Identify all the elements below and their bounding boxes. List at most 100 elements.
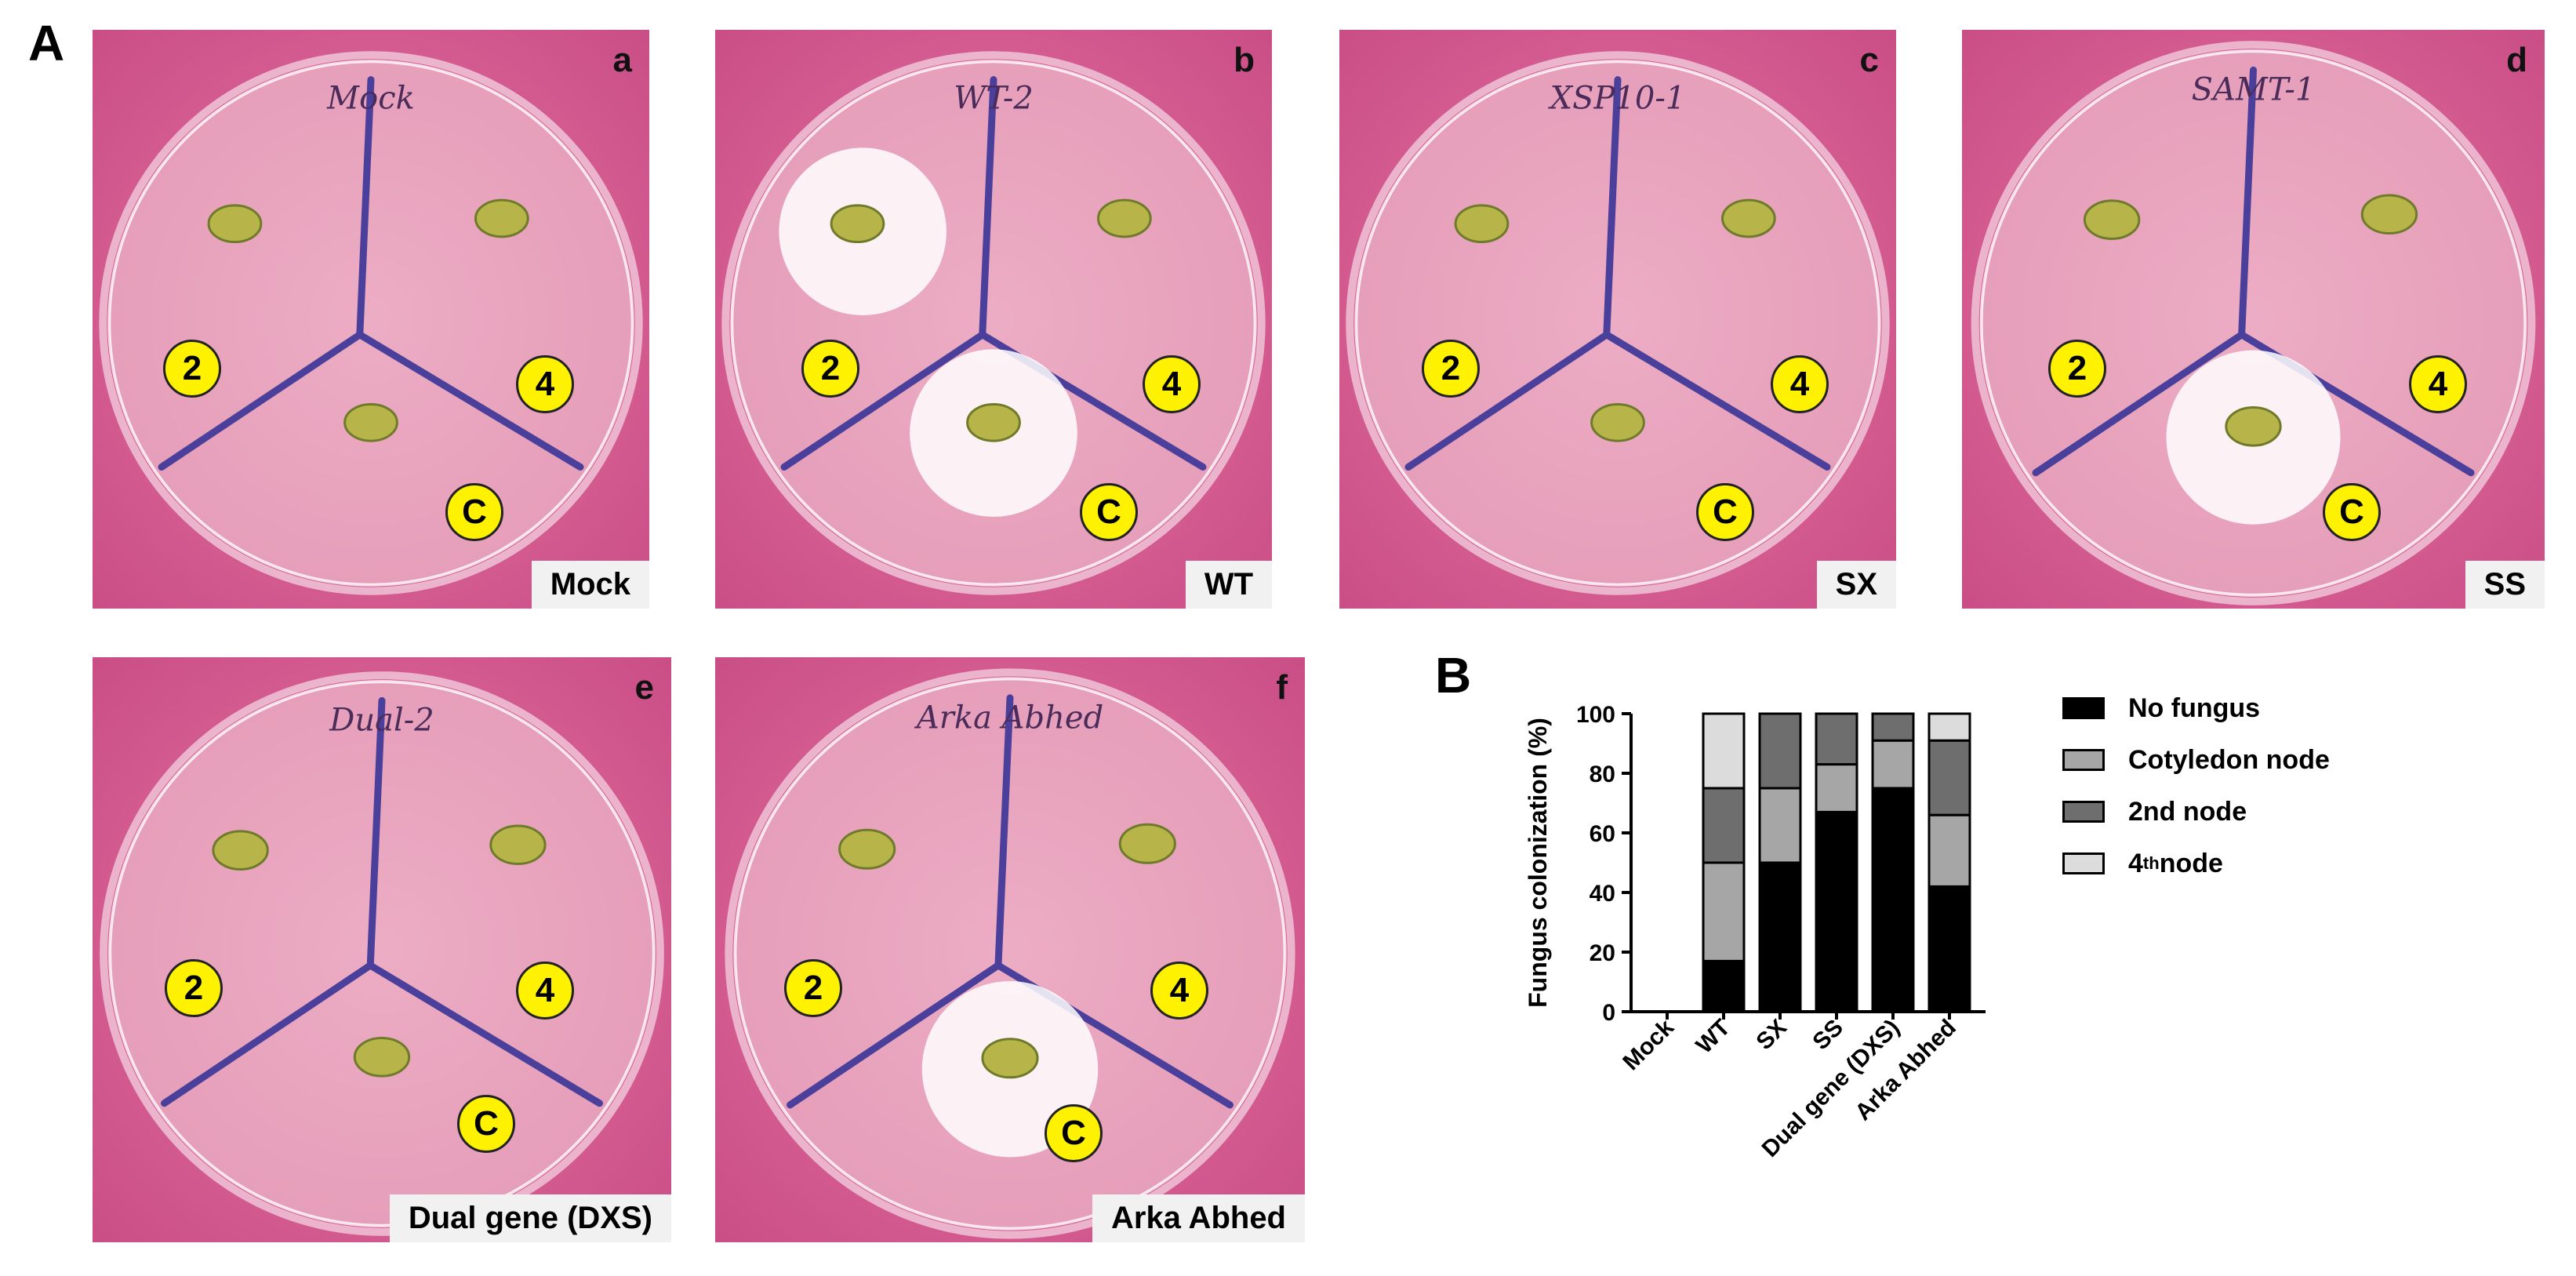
condition-label: SS <box>2465 561 2545 609</box>
y-tick-label: 60 <box>1590 821 1615 847</box>
divider-line <box>994 694 1014 969</box>
divider-line <box>1404 331 1611 471</box>
bar-segment <box>1871 739 1915 790</box>
node-marker-4: 4 <box>516 355 574 413</box>
explant <box>1720 198 1776 238</box>
legend-swatch <box>2062 801 2105 823</box>
dish-rim <box>1971 41 2536 605</box>
bar-segment <box>1758 861 1802 1013</box>
condition-label: WT <box>1185 561 1272 609</box>
node-marker-2: 2 <box>1422 340 1480 398</box>
y-tick-label: 80 <box>1590 762 1615 787</box>
explant <box>474 198 529 238</box>
explant <box>981 1038 1039 1079</box>
legend-swatch <box>2062 697 2105 719</box>
node-marker-4: 4 <box>1150 962 1208 1020</box>
divider-line <box>2238 66 2257 339</box>
plate-photo-c: XSP10-1 c 2 4 C SX <box>1339 30 1896 609</box>
divider-line <box>1603 331 1831 471</box>
dish-rim <box>725 668 1295 1239</box>
condition-label: Dual gene (DXS) <box>389 1194 671 1242</box>
node-marker-2: 2 <box>2048 340 2106 398</box>
petri-dish: Dual-2 <box>100 671 664 1236</box>
node-marker-c: C <box>2323 483 2381 541</box>
bar-segment <box>1702 712 1746 790</box>
node-marker-c: C <box>1045 1104 1103 1162</box>
explant <box>2360 194 2418 235</box>
dish-rim <box>721 51 1266 595</box>
node-marker-c: C <box>1080 483 1138 541</box>
dish-medium <box>733 677 1287 1231</box>
petri-dish: Arka Abhed <box>725 668 1295 1239</box>
condition-label: Mock <box>531 561 649 609</box>
panel-b-label: B <box>1435 647 1472 703</box>
explant <box>2225 406 2282 447</box>
legend-label-rest: node <box>2159 848 2223 878</box>
divider-line <box>1603 76 1622 339</box>
dish-rim <box>1346 51 1890 595</box>
legend-label: Cotyledon node <box>2128 744 2330 775</box>
dish-medium <box>108 680 656 1227</box>
divider-line <box>158 331 364 471</box>
bar-segment <box>1871 787 1915 1013</box>
dish-rim <box>99 51 643 595</box>
explant <box>1118 823 1176 864</box>
plate-handwriting: Arka Abhed <box>914 700 1103 736</box>
legend-swatch <box>2062 749 2105 771</box>
legend-label: No fungus <box>2128 693 2261 723</box>
node-marker-2: 2 <box>784 959 842 1017</box>
explant <box>212 830 269 871</box>
y-tick-label: 100 <box>1576 702 1615 728</box>
x-tick-label: WT <box>1691 1015 1735 1059</box>
legend-label-sup: th <box>2142 853 2160 873</box>
bar-segment <box>1815 763 1858 813</box>
y-tick-label: 0 <box>1602 1000 1615 1026</box>
dish-medium <box>1979 49 2527 597</box>
condition-label: SX <box>1816 561 1896 609</box>
legend-label-main: 4 <box>2128 848 2143 878</box>
divider-line <box>161 962 374 1107</box>
y-tick-label: 20 <box>1590 940 1615 966</box>
x-tick-label: SX <box>1751 1015 1792 1056</box>
node-marker-4: 4 <box>2409 355 2467 413</box>
divider-line <box>787 962 1002 1109</box>
dish-medium <box>107 60 634 587</box>
legend-item-cotyledon-node: Cotyledon node <box>2062 734 2330 786</box>
explant <box>353 1037 411 1078</box>
dish-rim <box>100 671 664 1236</box>
plate-letter: b <box>1234 41 1255 79</box>
bar-segment <box>1871 712 1915 742</box>
y-axis-label: Fungus colonization (%) <box>1524 718 1552 1008</box>
explant <box>2083 199 2141 240</box>
plate-letter: a <box>612 41 632 79</box>
bar-segment <box>1927 712 1971 742</box>
petri-dish: WT-2 <box>721 51 1266 595</box>
plate-photo-b: WT-2 b 2 4 C WT <box>715 30 1272 609</box>
plate-handwriting: SAMT-1 <box>2192 72 2316 108</box>
node-marker-4: 4 <box>516 962 574 1020</box>
divider-line <box>366 962 603 1107</box>
plate-letter: d <box>2506 41 2527 79</box>
plate-letter: e <box>634 668 654 707</box>
bar-segment <box>1702 861 1746 962</box>
bar-segment <box>1702 787 1746 864</box>
divider-line <box>356 76 375 339</box>
explant <box>343 402 398 442</box>
dish-medium <box>1354 60 1881 587</box>
x-tick-label: Mock <box>1618 1014 1679 1075</box>
node-marker-4: 4 <box>1143 355 1201 413</box>
petri-dish: Mock <box>99 51 643 595</box>
x-tick-label: SS <box>1808 1015 1848 1056</box>
plate-handwriting: Dual-2 <box>329 703 434 739</box>
bar-segment <box>1758 712 1802 790</box>
bar-segment <box>1815 810 1858 1013</box>
plate-letter: f <box>1276 668 1288 707</box>
explant <box>838 828 896 870</box>
petri-dish: SAMT-1 <box>1971 41 2536 605</box>
plate-photo-f: Arka Abhed f 2 4 C Arka Abhed <box>715 657 1305 1242</box>
petri-dish: XSP10-1 <box>1346 51 1890 595</box>
node-marker-c: C <box>445 483 503 541</box>
plate-photo-d: SAMT-1 d 2 4 C SS <box>1962 30 2545 609</box>
